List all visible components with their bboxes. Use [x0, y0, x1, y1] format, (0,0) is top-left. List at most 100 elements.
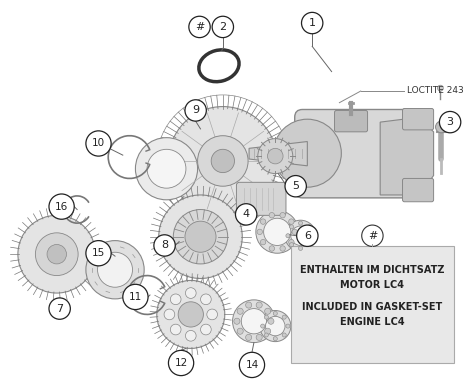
Text: 10: 10 [92, 139, 105, 149]
Circle shape [159, 195, 242, 279]
Circle shape [266, 316, 285, 336]
Text: 7: 7 [56, 303, 63, 313]
Text: 1: 1 [309, 18, 316, 28]
Circle shape [288, 219, 294, 224]
Text: ENTHALTEN IM DICHTSATZ: ENTHALTEN IM DICHTSATZ [300, 265, 445, 275]
Circle shape [170, 294, 181, 305]
FancyBboxPatch shape [403, 108, 434, 130]
Text: LOCTITE 243: LOCTITE 243 [407, 86, 464, 94]
Circle shape [307, 243, 311, 247]
Circle shape [98, 252, 132, 287]
Circle shape [169, 350, 194, 376]
Circle shape [298, 247, 303, 250]
Circle shape [260, 310, 291, 342]
Circle shape [49, 194, 74, 219]
Circle shape [256, 334, 262, 341]
Circle shape [239, 352, 265, 378]
Text: 12: 12 [174, 358, 188, 368]
Text: 14: 14 [245, 360, 258, 370]
Text: #: # [195, 22, 204, 32]
Circle shape [282, 315, 286, 319]
Circle shape [311, 234, 315, 238]
Text: INCLUDED IN GASKET-SET: INCLUDED IN GASKET-SET [302, 301, 443, 312]
Circle shape [265, 328, 271, 334]
Text: 15: 15 [92, 248, 105, 258]
Text: #: # [368, 231, 377, 241]
Circle shape [286, 324, 290, 328]
Circle shape [260, 240, 266, 245]
Circle shape [246, 334, 252, 341]
Circle shape [273, 119, 341, 187]
Circle shape [264, 333, 268, 337]
Circle shape [282, 333, 286, 337]
Circle shape [186, 330, 196, 341]
Circle shape [436, 121, 447, 133]
Circle shape [261, 324, 265, 328]
Text: 5: 5 [292, 181, 299, 191]
Circle shape [164, 309, 175, 320]
Circle shape [169, 106, 277, 215]
Circle shape [258, 139, 293, 174]
Text: 16: 16 [55, 202, 68, 212]
Circle shape [18, 215, 96, 293]
Circle shape [265, 308, 271, 314]
Circle shape [86, 241, 111, 266]
Text: MOTOR LC4: MOTOR LC4 [340, 280, 405, 290]
Circle shape [47, 245, 67, 264]
Text: 6: 6 [304, 231, 311, 241]
Circle shape [268, 148, 283, 164]
Circle shape [241, 308, 267, 334]
Circle shape [236, 204, 257, 225]
Circle shape [301, 12, 323, 34]
Text: ENGINE LC4: ENGINE LC4 [340, 317, 405, 327]
Circle shape [362, 225, 383, 247]
Circle shape [157, 281, 225, 348]
Circle shape [260, 219, 266, 224]
Circle shape [173, 209, 228, 264]
Circle shape [286, 234, 290, 238]
Polygon shape [380, 117, 434, 195]
Circle shape [292, 229, 298, 235]
Text: 4: 4 [243, 209, 250, 219]
Circle shape [198, 136, 248, 186]
Circle shape [246, 302, 252, 308]
Circle shape [123, 284, 148, 310]
Polygon shape [249, 142, 307, 166]
Circle shape [289, 225, 294, 229]
Circle shape [147, 149, 186, 188]
FancyBboxPatch shape [237, 182, 286, 215]
Text: 8: 8 [161, 240, 168, 250]
Circle shape [291, 226, 310, 245]
Circle shape [439, 111, 461, 133]
Circle shape [289, 243, 294, 247]
Circle shape [264, 315, 268, 319]
Circle shape [280, 212, 285, 218]
Circle shape [189, 16, 210, 38]
Circle shape [200, 294, 211, 305]
Circle shape [307, 225, 311, 229]
Circle shape [211, 149, 235, 173]
Circle shape [269, 212, 275, 218]
Circle shape [237, 308, 243, 314]
Circle shape [298, 221, 303, 225]
Circle shape [185, 100, 206, 121]
Circle shape [178, 302, 203, 327]
Circle shape [273, 337, 278, 341]
Circle shape [136, 138, 198, 200]
Circle shape [86, 131, 111, 156]
Circle shape [170, 324, 181, 335]
Circle shape [280, 246, 285, 251]
Circle shape [154, 235, 175, 256]
Circle shape [200, 324, 211, 335]
FancyBboxPatch shape [291, 247, 454, 363]
Text: 11: 11 [129, 292, 142, 302]
Circle shape [186, 288, 196, 298]
Circle shape [269, 246, 275, 251]
Circle shape [268, 318, 274, 324]
Circle shape [233, 300, 275, 342]
Circle shape [185, 221, 216, 252]
Text: 9: 9 [192, 105, 199, 115]
Circle shape [256, 211, 298, 253]
Circle shape [285, 176, 307, 197]
Circle shape [297, 225, 318, 247]
